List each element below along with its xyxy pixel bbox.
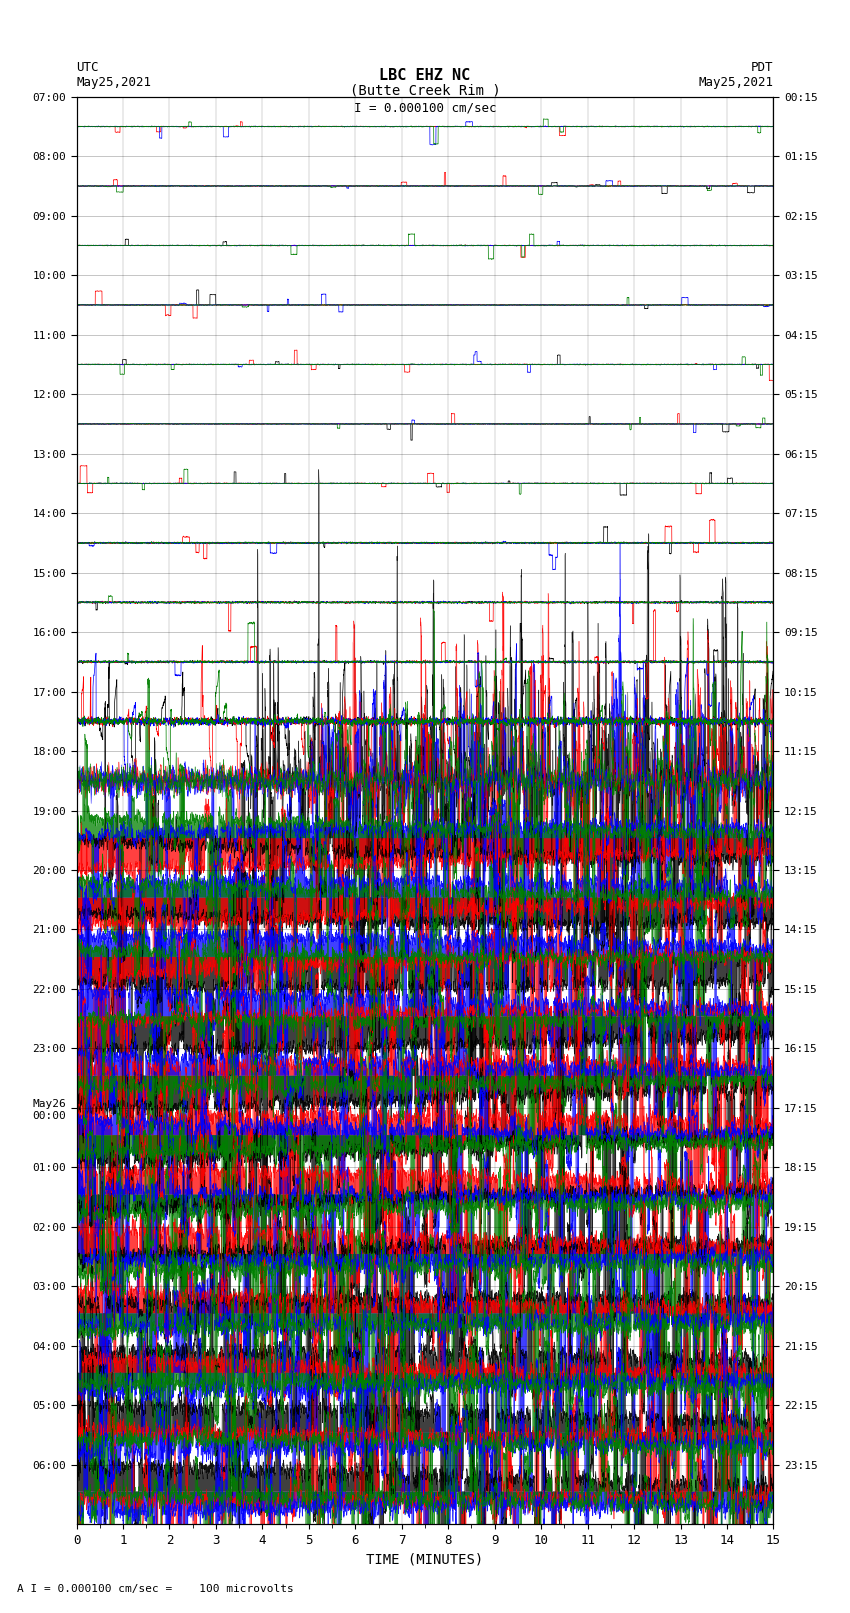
Text: UTC: UTC [76, 61, 99, 74]
Text: PDT: PDT [751, 61, 774, 74]
X-axis label: TIME (MINUTES): TIME (MINUTES) [366, 1553, 484, 1566]
Text: May25,2021: May25,2021 [699, 76, 774, 89]
Text: May25,2021: May25,2021 [76, 76, 151, 89]
Text: I = 0.000100 cm/sec: I = 0.000100 cm/sec [354, 102, 496, 115]
Text: LBC EHZ NC: LBC EHZ NC [379, 68, 471, 82]
Text: A I = 0.000100 cm/sec =    100 microvolts: A I = 0.000100 cm/sec = 100 microvolts [17, 1584, 294, 1594]
Text: (Butte Creek Rim ): (Butte Creek Rim ) [349, 84, 501, 98]
